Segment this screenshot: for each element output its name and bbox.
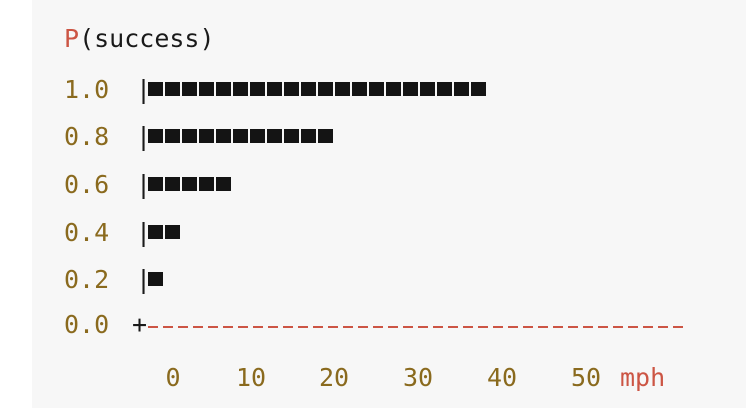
x-tick-label: 0 [165, 363, 181, 392]
bar-block [437, 82, 452, 96]
x-tick-label: 30 [403, 363, 434, 392]
bar-block [199, 82, 214, 96]
bar-block [199, 177, 214, 191]
bar-block [165, 82, 180, 96]
bar [148, 82, 486, 96]
bar-block [148, 129, 163, 143]
x-unit-label: mph [620, 363, 666, 392]
bar-block [233, 129, 248, 143]
x-axis-dashed-line [148, 326, 688, 328]
bar-block [216, 129, 231, 143]
bar-block [369, 82, 384, 96]
bar-block [335, 82, 350, 96]
bar [148, 225, 183, 239]
chart-title: P(success) [64, 26, 215, 51]
bar-block [165, 129, 180, 143]
bar [148, 177, 232, 191]
bar-block [216, 82, 231, 96]
y-tick-label: 0.8 [64, 121, 110, 151]
bar-row: 0.6 | [64, 169, 152, 199]
y-axis-pipe: | [136, 121, 152, 151]
bar [148, 129, 333, 143]
bar-row: 0.2 | [64, 264, 152, 294]
bar-block [165, 177, 180, 191]
bar-block [352, 82, 367, 96]
bar-block [250, 82, 265, 96]
bar-block [148, 225, 163, 239]
bar-block [318, 129, 333, 143]
chart-panel [32, 0, 746, 408]
bar-row: 0.8 | [64, 121, 152, 151]
y-tick-label: 0.4 [64, 217, 110, 247]
bar-block [403, 82, 418, 96]
bar-block [471, 82, 486, 96]
bar-block [454, 82, 469, 96]
bar-row: 1.0 | [64, 74, 152, 104]
bar-block [301, 82, 316, 96]
y-axis-pipe: | [136, 217, 152, 247]
bar-block [233, 82, 248, 96]
bar-block [250, 129, 265, 143]
x-tick-label: 10 [236, 363, 267, 392]
bar-block [301, 129, 316, 143]
bar-block [182, 129, 197, 143]
bar-block [267, 82, 282, 96]
bar-block [148, 177, 163, 191]
bar-block [182, 82, 197, 96]
y-tick-label: 0.6 [64, 169, 110, 199]
y-axis-pipe: | [136, 74, 152, 104]
y-tick-label: 1.0 [64, 74, 110, 104]
title-suffix: (success) [79, 24, 215, 53]
axis-origin-plus: + [132, 310, 148, 339]
bar-block [148, 82, 163, 96]
y-tick-label: 0.2 [64, 264, 110, 294]
bar-block [165, 225, 180, 239]
bar-block [386, 82, 401, 96]
y-axis-pipe: | [136, 264, 152, 294]
bar-block [182, 177, 197, 191]
y-axis-pipe: | [136, 169, 152, 199]
bar-block [420, 82, 435, 96]
x-tick-label: 40 [487, 363, 518, 392]
bar-block [267, 129, 282, 143]
x-tick-label: 20 [319, 363, 350, 392]
x-tick-label: 50 [571, 363, 602, 392]
bar-block [199, 129, 214, 143]
bar-block [318, 82, 333, 96]
bar-row: 0.4 | [64, 217, 152, 247]
origin-row: 0.0 + [64, 312, 148, 337]
title-prefix: P [64, 24, 80, 53]
bar-block [284, 82, 299, 96]
bar [148, 272, 166, 286]
y-tick-label-origin: 0.0 [64, 310, 110, 339]
bar-block [284, 129, 299, 143]
bar-block [216, 177, 231, 191]
bar-block [148, 272, 163, 286]
